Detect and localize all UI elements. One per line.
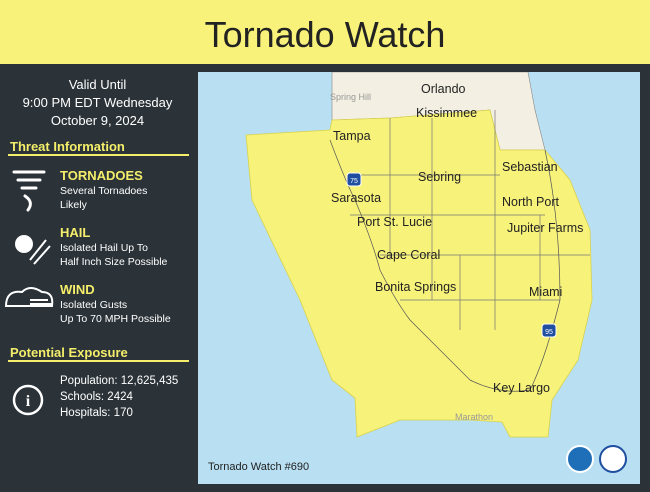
exposure-heading: Potential Exposure [10,345,128,360]
city-label: Sebring [418,170,461,184]
threat-desc: Isolated Gusts [60,299,128,311]
hail-icon [15,235,51,265]
nws-logo [599,445,627,473]
valid-time: 9:00 PM EDT Wednesday [22,95,173,110]
exposure-line: Schools: 2424 [60,391,133,403]
title: Tornado Watch [204,14,446,55]
banner [0,0,650,64]
wind-icon [4,287,54,307]
city-label: Jupiter Farms [507,221,583,235]
info-icon: i [12,384,44,416]
threat-desc: Half Inch Size Possible [60,256,168,268]
map: Orlando Spring Hill Kissimmee Tampa Sebastia… [198,72,640,484]
highway-label: 75 [350,178,358,185]
valid-label: Valid Until [68,77,127,92]
labels: Orlando Spring Hill Kissimmee Tampa Sebastia… [330,82,583,422]
threat-name: WIND [60,282,95,297]
noaa-logo [566,445,594,473]
city-label: Spring Hill [330,92,371,102]
city-label: Port St. Lucie [357,215,432,229]
county-lines [329,110,590,392]
exposure-line: Population: 12,625,435 [60,375,179,387]
threat-desc: Several Tornadoes [60,185,148,197]
threat-heading: Threat Information [10,139,125,154]
divider [8,360,189,362]
city-label: Tampa [333,129,371,143]
highway-shield [541,323,557,338]
svg-text:i: i [26,393,31,410]
city-label: Sarasota [331,191,381,205]
tornado-icon [12,170,46,212]
city-label: Cape Coral [377,248,440,262]
threat-desc: Up To 70 MPH Possible [60,313,171,325]
threat-name: HAIL [60,225,91,240]
city-label: Bonita Springs [375,280,456,294]
highway-shield [346,172,362,187]
threat-desc: Isolated Hail Up To [60,242,148,254]
watch-area [245,109,593,438]
map-footer: Tornado Watch #690 [208,461,309,473]
city-label: Marathon [455,412,493,422]
valid-date: October 9, 2024 [50,113,145,128]
icons: i [4,170,54,416]
threat-name: TORNADOES [60,168,143,183]
divider [8,154,189,156]
exposure-line: Hospitals: 170 [60,407,133,419]
city-label: Kissimmee [416,106,477,120]
city-label: Key Largo [493,381,550,395]
city-label: North Port [502,195,559,209]
city-label: Sebastian [502,160,558,174]
highway-label: 95 [545,329,553,336]
city-label: Orlando [421,82,466,96]
threat-desc: Likely [60,199,87,211]
city-label: Miami [529,285,562,299]
